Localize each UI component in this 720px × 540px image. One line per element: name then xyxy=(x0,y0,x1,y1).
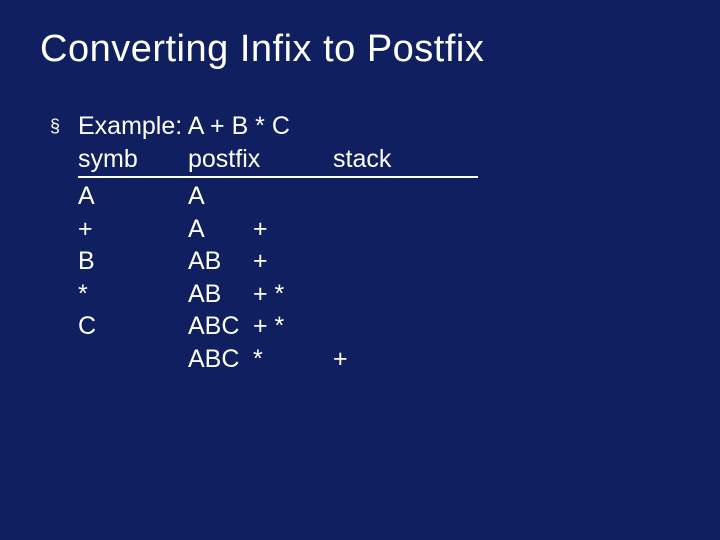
bullet-item: § Example: A + B * C symb postfix stack … xyxy=(50,110,478,375)
cell-postfix: AB xyxy=(188,278,253,311)
cell-postfix: A xyxy=(188,213,253,246)
example-line: Example: A + B * C xyxy=(78,110,478,143)
bullet-content: Example: A + B * C symb postfix stack A … xyxy=(78,110,478,375)
cell-stack xyxy=(333,278,453,311)
cell-op: * xyxy=(253,343,333,376)
header-op xyxy=(253,143,333,176)
table-row: ABC * + xyxy=(78,343,478,376)
cell-stack: + xyxy=(333,343,453,376)
table-row: * AB + * xyxy=(78,278,478,311)
table-row: + A + xyxy=(78,213,478,246)
cell-op: + xyxy=(253,245,333,278)
cell-symb: * xyxy=(78,278,188,311)
cell-op: + * xyxy=(253,278,333,311)
cell-stack xyxy=(333,245,453,278)
cell-op: + * xyxy=(253,310,333,343)
cell-symb: A xyxy=(78,180,188,213)
table-header-row: symb postfix stack xyxy=(78,143,478,179)
cell-postfix: AB xyxy=(188,245,253,278)
cell-op: + xyxy=(253,213,333,246)
slide-title: Converting Infix to Postfix xyxy=(40,28,484,71)
cell-stack xyxy=(333,213,453,246)
slide-body: § Example: A + B * C symb postfix stack … xyxy=(50,110,478,375)
cell-stack xyxy=(333,310,453,343)
table-row: C ABC + * xyxy=(78,310,478,343)
cell-symb: + xyxy=(78,213,188,246)
cell-op xyxy=(253,180,333,213)
cell-postfix: ABC xyxy=(188,310,253,343)
header-postfix: postfix xyxy=(188,143,253,176)
cell-stack xyxy=(333,180,453,213)
slide: Converting Infix to Postfix § Example: A… xyxy=(0,0,720,540)
bullet-glyph: § xyxy=(50,110,78,138)
table-row: B AB + xyxy=(78,245,478,278)
table-row: A A xyxy=(78,180,478,213)
cell-symb: B xyxy=(78,245,188,278)
cell-postfix: ABC xyxy=(188,343,253,376)
header-symb: symb xyxy=(78,143,188,176)
cell-symb xyxy=(78,343,188,376)
cell-postfix: A xyxy=(188,180,253,213)
header-stack: stack xyxy=(333,143,453,176)
cell-symb: C xyxy=(78,310,188,343)
